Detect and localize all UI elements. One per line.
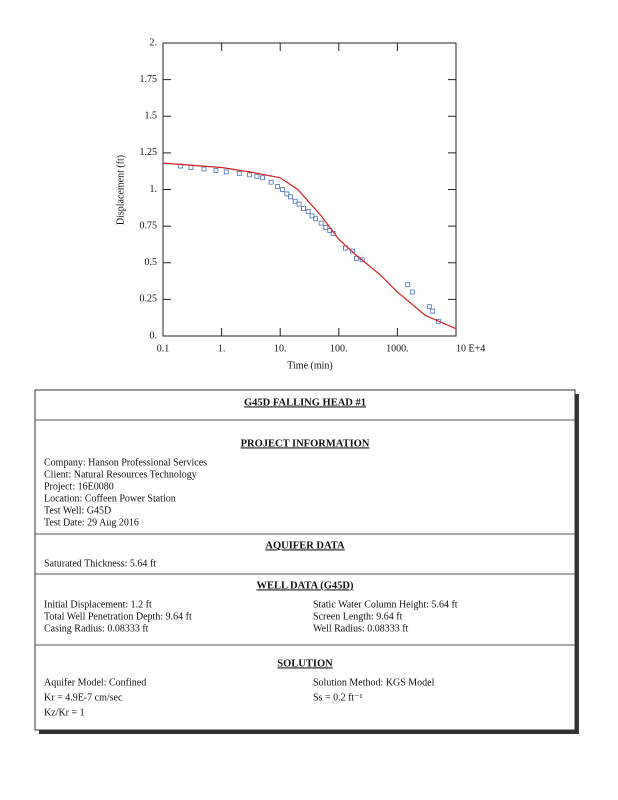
data-point [247,172,252,178]
data-point [405,282,411,288]
data-point [305,209,311,214]
data-point [323,225,329,230]
data-point [188,165,194,170]
report-title: G45D FALLING HEAD #1 [244,397,366,408]
section-heading: PROJECT INFORMATION [241,438,370,449]
x-axis-label: Time (min) [287,360,332,371]
field: Screen Length: 9.64 ft [313,611,403,622]
field: Location: Coffeen Power Station [44,493,176,504]
x-tick-label: 10 E+4 [456,343,485,354]
y-tick-label: 1.5 [145,111,158,122]
y-tick-label: 0.25 [140,294,158,305]
plot-frame [162,42,457,337]
field: Company: Hanson Professional Services [44,457,207,468]
field: Ss = 0.2 ft⁻¹ [313,692,362,703]
field: Saturated Thickness: 5.64 ft [44,558,156,569]
data-point [359,257,365,263]
fit-curve [162,162,457,330]
data-point [254,173,260,179]
y-tick-label: 1. [150,184,158,195]
field: Total Well Penetration Depth: 9.64 ft [44,611,192,622]
data-point [318,220,324,226]
data-point [275,184,280,189]
field: Well Radius: 0.08333 ft [313,623,409,634]
x-tick-label: 1. [218,343,226,354]
field: Project: 16E0080 [44,481,114,492]
field: Client: Natural Resources Technology [44,469,197,480]
field: Kz/Kr = 1 [44,707,85,718]
x-tick-label: 0.1 [157,343,170,354]
data-point [236,170,242,176]
y-tick-label: 0.75 [140,220,158,231]
field: Casing Radius: 0.08333 ft [44,623,149,634]
data-point [309,213,315,219]
data-point [280,187,286,192]
data-point [296,201,302,207]
data-point [313,216,318,222]
field: Test Date: 29 Aug 2016 [44,517,139,528]
section-heading: WELL DATA (G45D) [256,580,354,591]
x-tick-label: 100. [330,343,348,354]
data-point [201,166,207,172]
data-point [223,169,229,175]
data-point [354,255,359,261]
data-point [213,168,219,173]
section-heading: AQUIFER DATA [265,540,345,551]
field: Aquifer Model: Confined [44,677,146,688]
data-point [260,175,265,181]
data-point [268,179,274,185]
data-point [430,308,436,314]
y-tick-label: 0. [150,330,158,341]
x-tick-label: 10. [274,343,287,354]
report-box [34,389,576,731]
y-tick-label: 1.75 [140,74,158,85]
data-point [292,198,298,204]
data-point [288,194,293,200]
data-point [409,289,415,295]
field: Initial Displacement: 1.2 ft [44,599,152,610]
y-tick-label: 0.5 [145,257,158,268]
y-axis-label: Displacement (ft) [115,155,126,225]
data-point [426,304,432,310]
data-point [349,248,355,254]
field: Static Water Column Height: 5.64 ft [313,599,458,610]
y-tick-label: 1.25 [140,147,158,158]
data-point [301,206,306,211]
section-heading: SOLUTION [277,658,333,669]
x-tick-label: 1000. [386,343,409,354]
field: Kr = 4.9E-7 cm/sec [44,692,123,703]
field: Test Well: G45D [44,505,111,516]
data-point [284,191,290,197]
y-tick-label: 2. [150,37,158,48]
field: Solution Method: KGS Model [313,677,435,688]
